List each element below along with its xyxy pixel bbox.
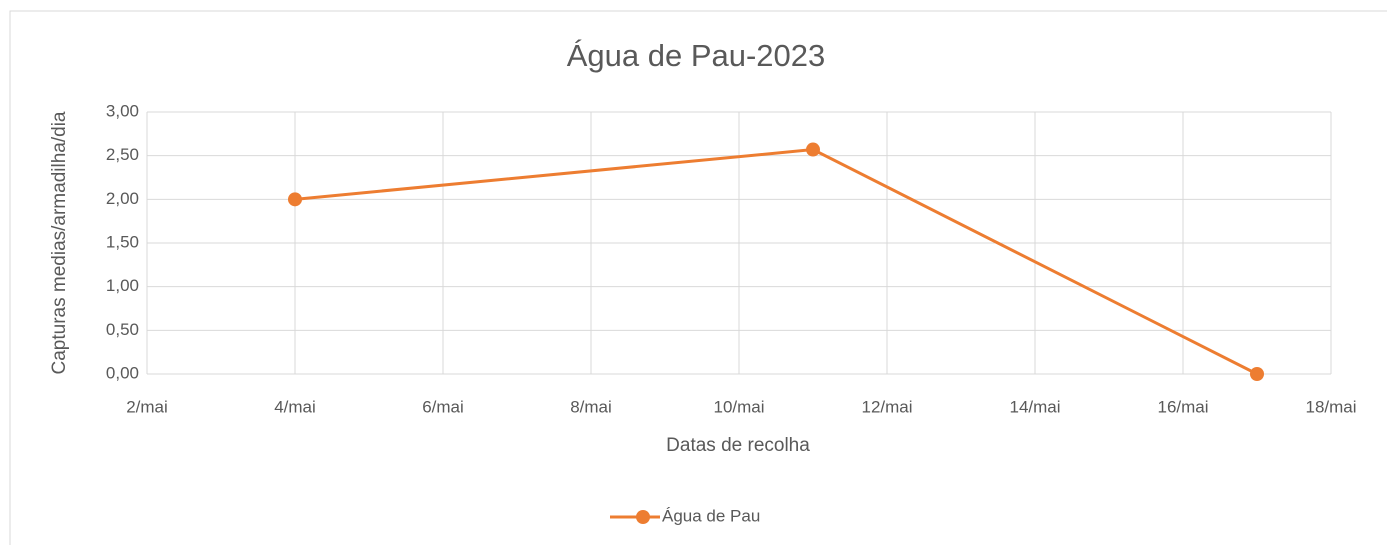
y-tick-label: 3,00 xyxy=(106,101,139,120)
y-tick-label: 0,00 xyxy=(106,363,139,382)
y-tick-label: 2,50 xyxy=(106,145,139,164)
y-tick-label: 1,00 xyxy=(106,276,139,295)
x-tick-label: 10/mai xyxy=(713,397,764,416)
data-point xyxy=(288,192,302,207)
chart-title: Água de Pau-2023 xyxy=(567,38,826,73)
x-axis-label: Datas de recolha xyxy=(666,435,810,456)
x-tick-label: 2/mai xyxy=(126,397,168,416)
data-point xyxy=(806,142,820,157)
x-tick-label: 4/mai xyxy=(274,397,316,416)
legend-marker xyxy=(636,510,650,524)
x-tick-label: 14/mai xyxy=(1009,397,1060,416)
y-tick-label: 2,00 xyxy=(106,189,139,208)
y-tick-label: 1,50 xyxy=(106,232,139,251)
y-axis-label: Capturas medias/armadilha/dia xyxy=(49,111,70,374)
chart-border xyxy=(9,10,1387,545)
series-line xyxy=(294,148,1258,376)
data-point xyxy=(1250,367,1264,381)
x-tick-label: 18/mai xyxy=(1305,397,1356,416)
x-tick-label: 8/mai xyxy=(570,397,612,416)
legend-label: Água de Pau xyxy=(662,506,760,525)
x-tick-label: 6/mai xyxy=(422,397,464,416)
y-tick-label: 0,50 xyxy=(106,320,139,339)
x-tick-label: 16/mai xyxy=(1157,397,1208,416)
x-tick-label: 12/mai xyxy=(861,397,912,416)
